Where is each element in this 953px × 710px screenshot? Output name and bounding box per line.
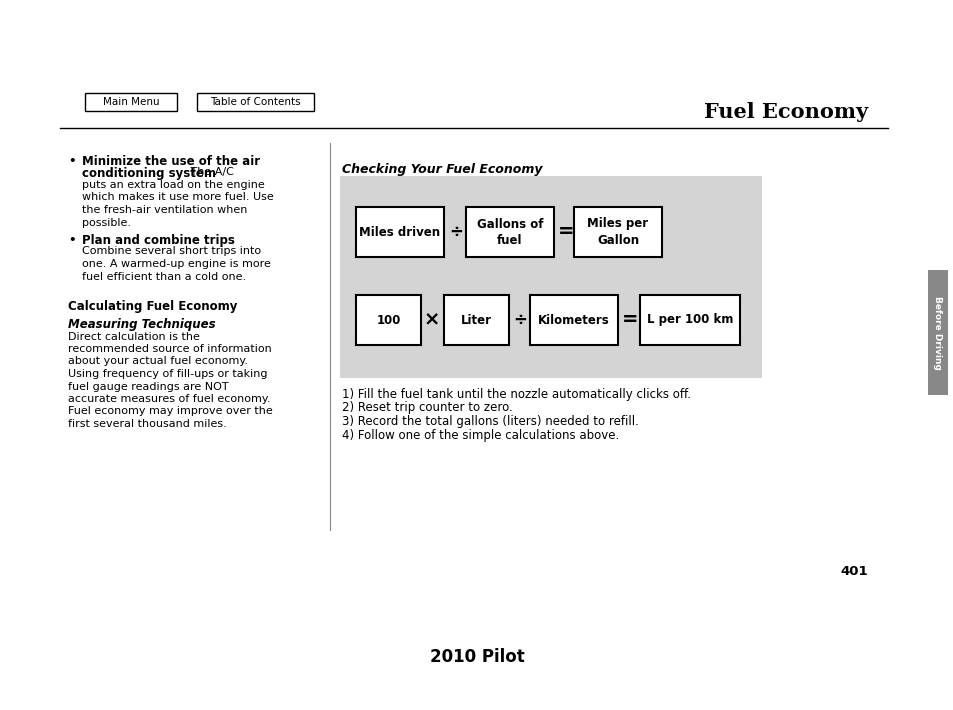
Bar	[339, 176, 761, 378]
Text: =: =	[621, 310, 638, 329]
Text: Measuring Techniques: Measuring Techniques	[68, 318, 215, 331]
Text: Liter: Liter	[460, 314, 492, 327]
Text: possible.: possible.	[82, 217, 131, 227]
Text: Fuel economy may improve over the: Fuel economy may improve over the	[68, 407, 273, 417]
Bar	[574, 207, 661, 257]
Text: ×: ×	[423, 310, 439, 329]
Text: about your actual fuel economy.: about your actual fuel economy.	[68, 356, 248, 366]
Text: Plan and combine trips: Plan and combine trips	[82, 234, 234, 247]
Text: ÷: ÷	[449, 223, 462, 241]
Text: the fresh-air ventilation when: the fresh-air ventilation when	[82, 205, 247, 215]
Text: •: •	[68, 234, 75, 247]
Text: Before Driving: Before Driving	[933, 295, 942, 369]
Text: Miles per
Gallon: Miles per Gallon	[587, 217, 648, 246]
Text: fuel efficient than a cold one.: fuel efficient than a cold one.	[82, 271, 246, 281]
Text: 2) Reset trip counter to zero.: 2) Reset trip counter to zero.	[341, 401, 512, 415]
Text: Combine several short trips into: Combine several short trips into	[82, 246, 261, 256]
Text: The A/C: The A/C	[180, 168, 233, 178]
Text: 4) Follow one of the simple calculations above.: 4) Follow one of the simple calculations…	[341, 429, 618, 442]
Bar	[927, 270, 947, 395]
Bar	[85, 93, 177, 111]
Text: L per 100 km: L per 100 km	[646, 314, 733, 327]
Text: ÷: ÷	[513, 311, 526, 329]
Text: Direct calculation is the: Direct calculation is the	[68, 332, 200, 342]
Text: Main Menu: Main Menu	[103, 97, 159, 107]
Bar	[355, 295, 420, 345]
Text: accurate measures of fuel economy.: accurate measures of fuel economy.	[68, 394, 271, 404]
Text: 1) Fill the fuel tank until the nozzle automatically clicks off.: 1) Fill the fuel tank until the nozzle a…	[341, 388, 690, 401]
Text: first several thousand miles.: first several thousand miles.	[68, 419, 227, 429]
Text: •: •	[68, 155, 75, 168]
Text: which makes it use more fuel. Use: which makes it use more fuel. Use	[82, 192, 274, 202]
Text: Checking Your Fuel Economy: Checking Your Fuel Economy	[341, 163, 542, 176]
Text: Miles driven: Miles driven	[359, 226, 440, 239]
Text: Minimize the use of the air: Minimize the use of the air	[82, 155, 260, 168]
Bar	[465, 207, 554, 257]
Text: conditioning system: conditioning system	[82, 168, 215, 180]
Text: 2010 Pilot: 2010 Pilot	[429, 648, 524, 666]
Text: Kilometers: Kilometers	[537, 314, 609, 327]
Text: =: =	[558, 222, 574, 241]
Bar	[639, 295, 740, 345]
Text: recommended source of information: recommended source of information	[68, 344, 272, 354]
Text: 100: 100	[375, 314, 400, 327]
Bar	[443, 295, 509, 345]
Text: Gallons of
fuel: Gallons of fuel	[476, 217, 542, 246]
Text: Calculating Fuel Economy: Calculating Fuel Economy	[68, 300, 237, 313]
Text: puts an extra load on the engine: puts an extra load on the engine	[82, 180, 265, 190]
Bar	[530, 295, 618, 345]
Text: 401: 401	[840, 565, 867, 578]
Text: Table of Contents: Table of Contents	[210, 97, 300, 107]
Bar	[355, 207, 443, 257]
Text: Using frequency of fill-ups or taking: Using frequency of fill-ups or taking	[68, 369, 267, 379]
Text: Fuel Economy: Fuel Economy	[703, 102, 867, 122]
Text: one. A warmed-up engine is more: one. A warmed-up engine is more	[82, 259, 271, 269]
Bar	[196, 93, 314, 111]
Text: fuel gauge readings are NOT: fuel gauge readings are NOT	[68, 381, 229, 391]
Text: 3) Record the total gallons (liters) needed to refill.: 3) Record the total gallons (liters) nee…	[341, 415, 639, 428]
